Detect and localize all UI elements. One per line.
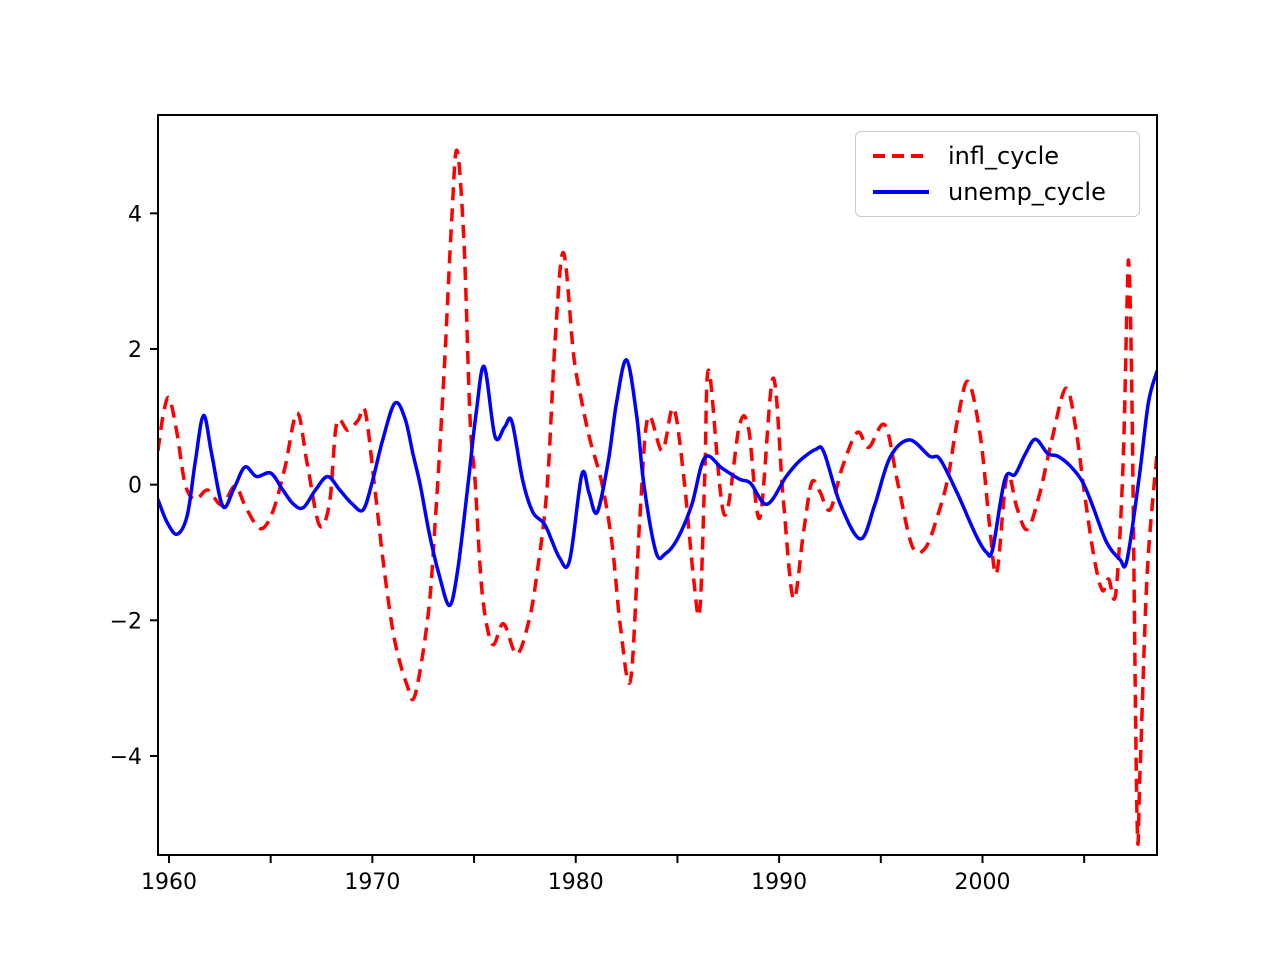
legend-label-infl-cycle: infl_cycle [948,142,1060,170]
x-tick-label: 2000 [955,870,1011,895]
legend-label-unemp-cycle: unemp_cycle [948,178,1106,206]
x-tick-label: 1970 [344,870,400,895]
legend-item-unemp-cycle: unemp_cycle [872,180,1123,204]
legend-line-sample-solid [873,190,929,194]
x-tick-label: 1960 [141,870,197,895]
y-tick-label: −2 [110,609,142,634]
legend-item-infl-cycle: infl_cycle [872,144,1123,168]
x-tick-label: 1990 [751,870,807,895]
y-tick-label: 2 [128,338,142,363]
infl-cycle-line [158,148,1157,847]
axes-spines [157,114,1158,856]
x-tick-label: 1980 [548,870,604,895]
y-tick-label: −4 [110,745,142,770]
y-tick-label: 4 [128,202,142,227]
axis-ticks [150,212,1086,863]
axis-tick-labels: 1960 1970 1980 1990 2000 −4 −2 0 2 4 [110,202,1011,895]
legend-box: infl_cycle unemp_cycle [855,131,1140,217]
legend-line-sample-dashed [873,154,929,158]
y-tick-label: 0 [128,474,142,499]
unemp-cycle-line [158,358,1157,608]
